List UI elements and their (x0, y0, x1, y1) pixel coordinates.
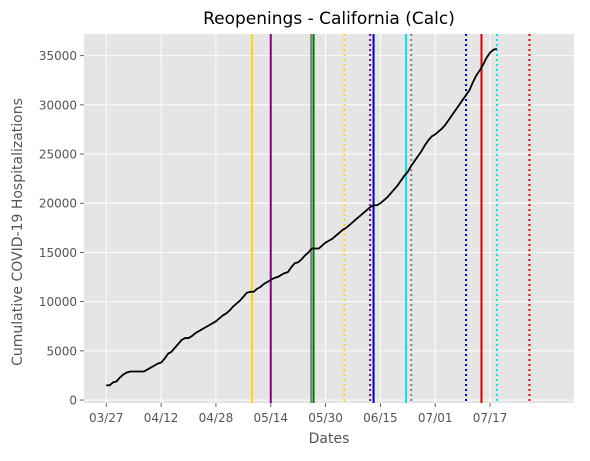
x-tick-label: 06/15 (363, 411, 398, 425)
y-tick-label: 5000 (46, 344, 77, 358)
plot-area (84, 34, 574, 403)
y-tick-label: 0 (69, 394, 77, 408)
y-tick-label: 15000 (39, 246, 77, 260)
x-axis-ticks: 03/27 04/12 04/28 05/14 05/30 06/15 07/01 07/17 (89, 403, 507, 425)
y-tick-label: 30000 (39, 98, 77, 112)
y-axis-ticks: 0 5000 10000 15000 20000 25000 30000 35000 (39, 49, 84, 408)
y-tick-label: 35000 (39, 49, 77, 63)
x-tick-label: 03/27 (89, 411, 124, 425)
y-tick-label: 10000 (39, 295, 77, 309)
y-tick-label: 25000 (39, 148, 77, 162)
x-tick-label: 04/28 (199, 411, 234, 425)
x-tick-label: 04/12 (144, 411, 179, 425)
series-line (106, 47, 498, 387)
x-axis-label: Dates (309, 431, 350, 447)
series-layer (106, 47, 498, 387)
x-tick-label: 05/30 (308, 411, 343, 425)
y-axis-label: Cumulative COVID-19 Hospitalizations (10, 98, 26, 366)
x-tick-label: 07/17 (473, 411, 508, 425)
x-tick-label: 05/14 (253, 411, 288, 425)
x-tick-label: 07/01 (418, 411, 453, 425)
y-tick-label: 20000 (39, 197, 77, 211)
grid-lines (84, 34, 574, 403)
chart-title: Reopenings - California (Calc) (203, 9, 455, 29)
